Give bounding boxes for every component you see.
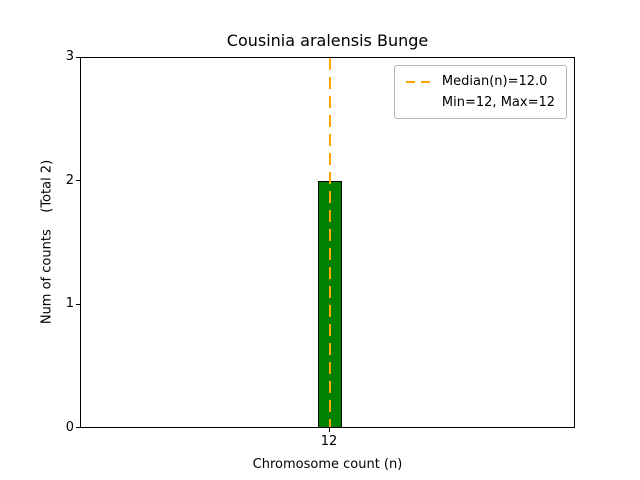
legend-minmax-label: Min=12, Max=12 [441, 95, 555, 110]
y-tick-label-3: 3 [65, 49, 74, 64]
legend-entry-median: Median(n)=12.0 [405, 74, 555, 89]
plot-area: Median(n)=12.0 Min=12, Max=12 [80, 57, 575, 428]
x-tick-mark-12 [329, 428, 330, 432]
median-line [329, 58, 331, 427]
y-tick-mark-0 [76, 427, 80, 428]
legend-entry-minmax: Min=12, Max=12 [406, 95, 555, 110]
y-tick-label-2: 2 [65, 173, 74, 188]
median-dash-swatch-icon [405, 80, 433, 83]
y-tick-label-1: 1 [65, 296, 74, 311]
chart-title: Cousinia aralensis Bunge [226, 31, 429, 50]
x-axis-label: Chromosome count (n) [252, 457, 403, 472]
legend-empty-swatch [406, 102, 433, 104]
y-tick-mark-1 [76, 304, 80, 305]
legend: Median(n)=12.0 Min=12, Max=12 [393, 65, 567, 119]
legend-median-label: Median(n)=12.0 [441, 74, 548, 89]
y-tick-mark-3 [76, 57, 80, 58]
x-tick-label-12: 12 [320, 434, 338, 449]
y-tick-label-0: 0 [65, 420, 74, 435]
y-tick-mark-2 [76, 180, 80, 181]
